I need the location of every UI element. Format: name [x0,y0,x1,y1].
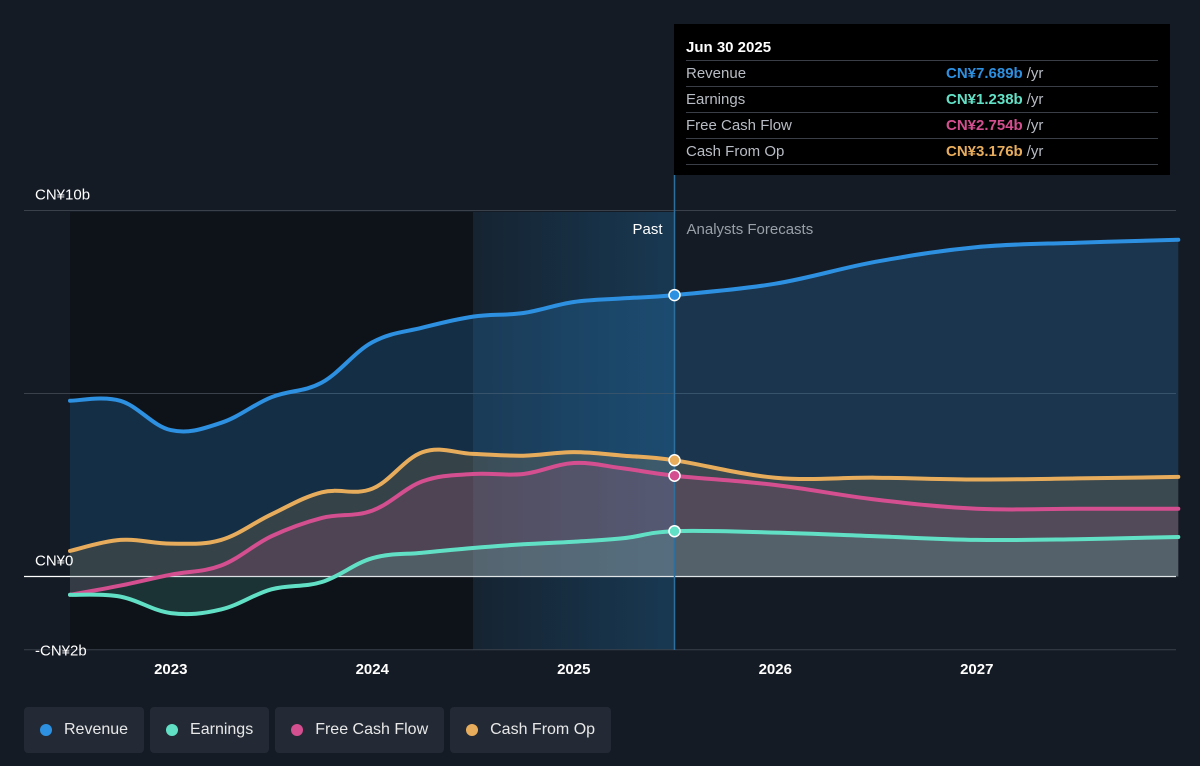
tooltip-value: CN¥7.689b [946,65,1023,82]
tooltip-value: CN¥3.176b [946,143,1023,160]
tooltip-label: Revenue [686,65,747,82]
legend-label: Revenue [64,721,129,738]
forecast-label: Analysts Forecasts [687,221,814,238]
tooltip-label: Cash From Op [686,143,785,160]
tooltip-value: CN¥2.754b [946,117,1023,134]
series-lines [68,237,1181,617]
tooltip-unit: /yr [1026,65,1044,82]
earnings-area [70,530,1179,615]
legend-item-free-cash-flow[interactable]: Free Cash Flow [275,707,445,753]
y-tick-labels: CN¥10b CN¥0 -CN¥2b [35,187,90,660]
tooltip-unit: /yr [1026,117,1044,134]
x-tick-labels: 2023 2024 2025 2026 2027 [154,661,993,678]
x-tick-label: 2024 [356,661,390,678]
x-tick-label: 2026 [759,661,792,678]
legend: Revenue Earnings Free Cash Flow Cash Fro… [24,707,617,753]
legend-item-cash-from-op[interactable]: Cash From Op [450,707,612,753]
tooltip-unit: /yr [1026,91,1044,108]
tooltip-row-fcf: Free Cash Flow CN¥2.754b /yr [686,112,1158,138]
fcf-marker[interactable] [668,469,681,482]
tooltip-row-revenue: Revenue CN¥7.689b /yr [686,60,1158,86]
legend-label: Free Cash Flow [315,721,429,738]
tooltip-row-cfo: Cash From Op CN¥3.176b /yr [686,138,1158,165]
legend-dot-icon [466,724,479,736]
legend-item-earnings[interactable]: Earnings [150,707,270,753]
legend-dot-icon [291,724,304,736]
past-label: Past [632,221,663,238]
tooltip-row-earnings: Earnings CN¥1.238b /yr [686,86,1158,112]
cfo-area [70,449,1179,577]
y-tick-label: -CN¥2b [35,643,87,660]
tooltip: Jun 30 2025 Revenue CN¥7.689b /yr Earnin… [674,24,1170,175]
x-tick-label: 2025 [557,661,590,678]
legend-label: Earnings [190,721,254,738]
tooltip-label: Free Cash Flow [686,117,792,134]
revenue-line [68,237,1181,434]
tooltip-unit: /yr [1026,143,1044,160]
legend-label: Cash From Op [490,721,596,738]
cfo-marker[interactable] [668,454,681,467]
tooltip-date: Jun 30 2025 [686,39,772,56]
y-tick-label: CN¥0 [35,553,73,570]
legend-item-revenue[interactable]: Revenue [24,707,145,753]
x-tick-label: 2027 [960,661,993,678]
gridlines [24,210,1176,651]
legend-dot-icon [166,724,179,736]
revenue-marker[interactable] [668,288,681,302]
cfo-line [68,447,1181,553]
fcf-area [70,462,1179,595]
earnings-line [68,528,1181,617]
y-tick-label: CN¥10b [35,187,90,204]
legend-dot-icon [40,724,52,736]
tooltip-value: CN¥1.238b [946,91,1023,108]
x-tick-label: 2023 [154,661,187,678]
series-markers [668,288,681,538]
fcf-line [68,460,1181,597]
earnings-marker[interactable] [668,524,681,538]
tooltip-label: Earnings [686,91,746,108]
